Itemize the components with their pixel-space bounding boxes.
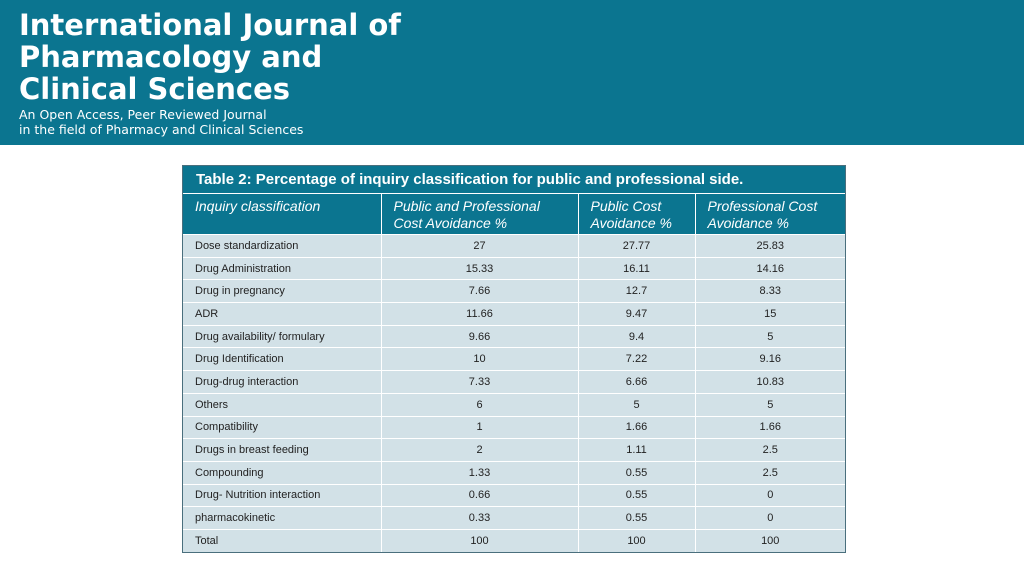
cell-value: 9.16 <box>694 347 845 371</box>
cell-value: 5 <box>694 392 845 416</box>
cell-value: 1.11 <box>577 438 695 462</box>
cell-value: 15 <box>694 302 845 326</box>
cell-classification: pharmacokinetic <box>183 506 381 530</box>
cell-value: 9.47 <box>577 302 695 326</box>
journal-title: International Journal of Pharmacology an… <box>19 9 401 105</box>
cell-value: 7.22 <box>577 347 695 371</box>
table-row: Drug Identification 10 7.22 9.16 <box>183 347 845 371</box>
journal-title-line-1: International Journal of <box>19 8 401 42</box>
cell-value: 6.66 <box>577 370 695 394</box>
cell-value: 15.33 <box>380 256 578 280</box>
cell-classification: Drug- Nutrition interaction <box>183 483 381 507</box>
table-header-row: Inquiry classification Public and Profes… <box>183 194 845 235</box>
table-row: Drug in pregnancy 7.66 12.7 8.33 <box>183 279 845 303</box>
cell-value: 0.33 <box>380 506 578 530</box>
table-row: ADR 11.66 9.47 15 <box>183 302 845 326</box>
cell-classification: Total <box>183 528 381 553</box>
journal-subtitle-line-2: in the field of Pharmacy and Clinical Sc… <box>19 122 304 137</box>
header-public-cost: Public Cost Avoidance % <box>577 194 695 235</box>
cell-classification: Drug-drug interaction <box>183 370 381 394</box>
cell-classification: Drug Administration <box>183 256 381 280</box>
cell-value: 27 <box>380 234 578 258</box>
journal-title-line-2: Pharmacology and <box>19 40 323 74</box>
cell-value: 100 <box>577 528 695 553</box>
cell-value: 25.83 <box>694 234 845 258</box>
header-line: Professional Cost <box>707 198 818 214</box>
cell-classification: Drug availability/ formulary <box>183 324 381 348</box>
header-inquiry-classification: Inquiry classification <box>183 194 381 235</box>
cell-value: 0.55 <box>577 483 695 507</box>
table-row: Drug-drug interaction 7.33 6.66 10.83 <box>183 370 845 394</box>
cell-classification: Compounding <box>183 460 381 485</box>
cell-value: 0.66 <box>380 483 578 507</box>
header-line: Avoidance % <box>707 215 789 231</box>
cell-classification: Drugs in breast feeding <box>183 438 381 462</box>
cell-classification: Drug in pregnancy <box>183 279 381 303</box>
header-line: Inquiry classification <box>195 198 321 214</box>
table-row: Drug Administration 15.33 16.11 14.16 <box>183 256 845 280</box>
cell-value: 6 <box>380 392 578 416</box>
cell-value: 2.5 <box>694 438 845 462</box>
cell-value: 10 <box>380 347 578 371</box>
table-row: Total 100 100 100 <box>183 528 845 553</box>
header-line: Cost Avoidance % <box>393 215 508 231</box>
cell-value: 12.7 <box>577 279 695 303</box>
cell-value: 7.66 <box>380 279 578 303</box>
cell-value: 1.66 <box>577 415 695 439</box>
cell-value: 14.16 <box>694 256 845 280</box>
table-row: pharmacokinetic 0.33 0.55 0 <box>183 506 845 530</box>
cell-value: 0.55 <box>577 506 695 530</box>
cell-classification: Drug Identification <box>183 347 381 371</box>
cell-value: 10.83 <box>694 370 845 394</box>
cell-value: 100 <box>380 528 578 553</box>
table-row: Others 6 5 5 <box>183 392 845 416</box>
cell-value: 1 <box>380 415 578 439</box>
table-body: Dose standardization 27 27.77 25.83 Drug Adm… <box>183 234 845 553</box>
table-row: Dose standardization 27 27.77 25.83 <box>183 234 845 258</box>
cell-value: 2.5 <box>694 460 845 485</box>
cell-classification: ADR <box>183 302 381 326</box>
journal-banner: International Journal of Pharmacology an… <box>0 0 1024 145</box>
table-row: Drug- Nutrition interaction 0.66 0.55 0 <box>183 483 845 507</box>
header-line: Public Cost <box>590 198 662 214</box>
table-row: Compatibility 1 1.66 1.66 <box>183 415 845 439</box>
cell-value: 16.11 <box>577 256 695 280</box>
cell-value: 5 <box>577 392 695 416</box>
cell-value: 8.33 <box>694 279 845 303</box>
table-row: Compounding 1.33 0.55 2.5 <box>183 460 845 485</box>
cell-value: 1.66 <box>694 415 845 439</box>
table-caption: Table 2: Percentage of inquiry classific… <box>183 166 845 194</box>
cell-value: 27.77 <box>577 234 695 258</box>
journal-title-line-3: Clinical Sciences <box>19 72 290 106</box>
header-public-professional: Public and Professional Cost Avoidance % <box>380 194 578 235</box>
cell-classification: Others <box>183 392 381 416</box>
cell-value: 0.55 <box>577 460 695 485</box>
cell-value: 1.33 <box>380 460 578 485</box>
journal-subtitle: An Open Access, Peer Reviewed Journal in… <box>19 107 303 137</box>
journal-subtitle-line-1: An Open Access, Peer Reviewed Journal <box>19 107 267 122</box>
header-line: Avoidance % <box>590 215 672 231</box>
cell-value: 9.4 <box>577 324 695 348</box>
data-table-container: Table 2: Percentage of inquiry classific… <box>182 165 846 554</box>
cell-value: 2 <box>380 438 578 462</box>
table-row: Drug availability/ formulary 9.66 9.4 5 <box>183 324 845 348</box>
cell-value: 11.66 <box>380 302 578 326</box>
table-row: Drugs in breast feeding 2 1.11 2.5 <box>183 438 845 462</box>
cell-value: 7.33 <box>380 370 578 394</box>
cell-value: 5 <box>694 324 845 348</box>
header-professional-cost: Professional Cost Avoidance % <box>694 194 845 235</box>
cell-value: 9.66 <box>380 324 578 348</box>
cell-value: 100 <box>694 528 845 553</box>
inquiry-table: Inquiry classification Public and Profes… <box>183 194 845 553</box>
cell-value: 0 <box>694 506 845 530</box>
cell-value: 0 <box>694 483 845 507</box>
cell-classification: Compatibility <box>183 415 381 439</box>
header-line: Public and Professional <box>393 198 540 214</box>
cell-classification: Dose standardization <box>183 234 381 258</box>
